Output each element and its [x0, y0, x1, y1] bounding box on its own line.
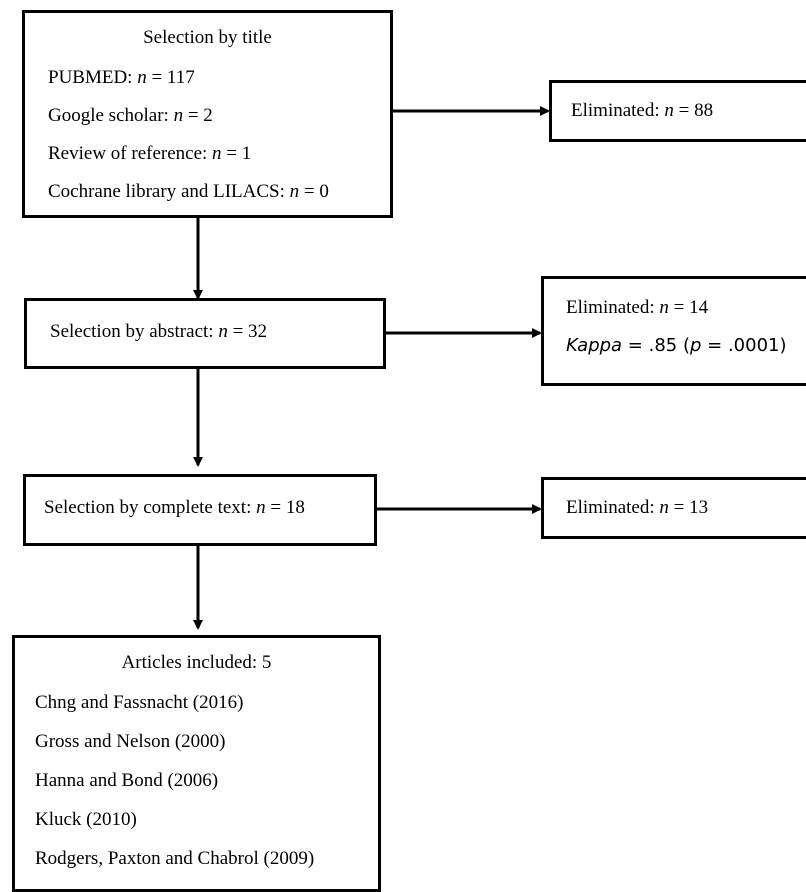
selection-by-complete-text-text: Selection by complete text: n = 18: [44, 497, 305, 518]
eliminated-by-complete-text-box: Eliminated: n = 13: [541, 477, 806, 539]
eliminated-by-title-text: Eliminated: n = 88: [571, 100, 714, 121]
eliminated-by-abstract-box: Eliminated: n = 14 Kappa = .85 (p = .000…: [541, 276, 806, 386]
selection-by-abstract-box: Selection by abstract: n = 32: [24, 298, 386, 369]
eliminated-by-abstract-text: Eliminated: n = 14: [566, 297, 709, 318]
source-pubmed: PUBMED: n = 117: [48, 67, 195, 88]
selection-by-title-heading: Selection by title: [143, 27, 272, 48]
source-review-of-reference: Review of reference: n = 1: [48, 143, 252, 164]
included-article: Rodgers, Paxton and Chabrol (2009): [35, 848, 315, 869]
eliminated-by-complete-text-text: Eliminated: n = 13: [566, 497, 709, 518]
articles-included-box: Articles included: 5 Chng and Fassnacht …: [12, 635, 381, 892]
selection-by-abstract-text: Selection by abstract: n = 32: [50, 321, 268, 342]
included-article: Hanna and Bond (2006): [35, 770, 219, 791]
included-article: Chng and Fassnacht (2016): [35, 692, 244, 713]
kappa-agreement-text: Kappa = .85 (p = .0001): [566, 335, 787, 356]
included-article: Gross and Nelson (2000): [35, 731, 226, 752]
eliminated-by-title-box: Eliminated: n = 88: [549, 80, 806, 142]
source-google-scholar: Google scholar: n = 2: [48, 105, 213, 126]
included-article: Kluck (2010): [35, 809, 137, 830]
articles-included-heading: Articles included: 5: [121, 652, 272, 673]
selection-by-title-box: Selection by title PUBMED: n = 117 Googl…: [22, 10, 393, 218]
source-cochrane-lilacs: Cochrane library and LILACS: n = 0: [48, 181, 329, 202]
selection-by-complete-text-box: Selection by complete text: n = 18: [23, 474, 377, 546]
